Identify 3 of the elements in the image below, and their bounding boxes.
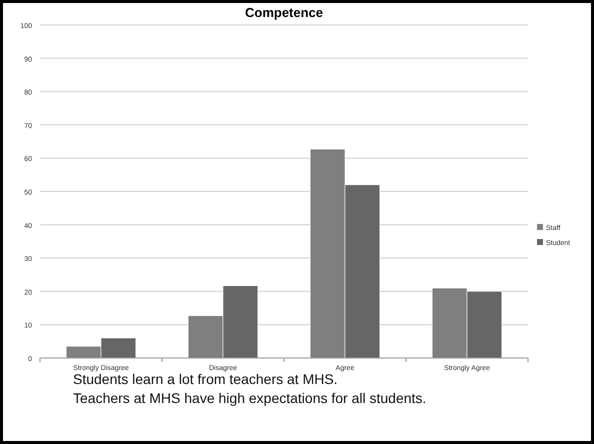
text: Teachers at MHS have high expectations for all students. — [73, 390, 426, 406]
text: Students learn a lot from teachers at MHS. — [73, 371, 338, 387]
chart-title: Competence — [244, 5, 324, 20]
